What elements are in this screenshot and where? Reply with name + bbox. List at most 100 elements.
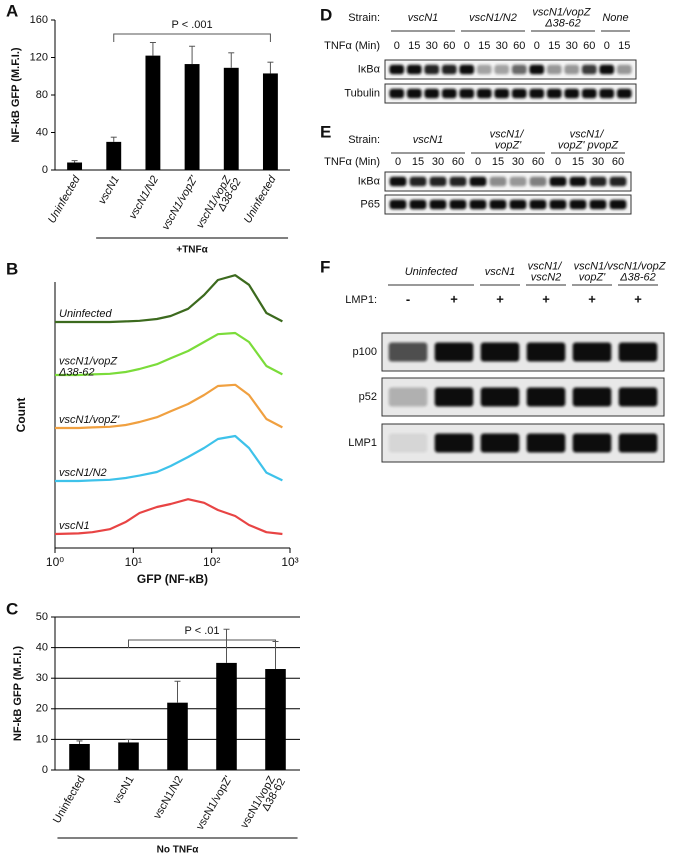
band	[572, 342, 612, 362]
lane-value: 0	[534, 40, 540, 52]
band	[564, 64, 580, 75]
lane-value: +	[634, 291, 642, 306]
band	[494, 88, 510, 99]
y-axis-label: NF-kB GFP (M.F.I.)	[10, 47, 22, 142]
strain-name: vscN1/ vopZ'	[490, 128, 527, 151]
y-tick-label: 160	[30, 14, 48, 26]
band	[616, 88, 632, 99]
band	[526, 342, 566, 362]
band	[618, 433, 658, 453]
blot-frame	[381, 377, 665, 417]
x-tick-label: vscN1/N2	[127, 174, 161, 221]
blot-frame	[381, 423, 665, 463]
histogram-curve	[55, 434, 283, 483]
lane-value: +	[542, 291, 550, 306]
strain-name: vscN1/ vopZ' pvopZ	[558, 128, 619, 151]
lane-value: 0	[604, 40, 610, 52]
histogram-curve	[55, 383, 283, 430]
y-tick-label: 120	[30, 51, 48, 63]
x-tick-label: 10²	[203, 555, 220, 569]
band	[511, 64, 527, 75]
lane-value: -	[406, 291, 410, 306]
band	[589, 176, 607, 187]
lane-value: 0	[394, 40, 400, 52]
strain-name: vscN1/ vopZ'	[574, 260, 611, 283]
band	[469, 176, 487, 187]
histogram-curve	[54, 498, 283, 536]
lane-value: 60	[443, 40, 455, 52]
lane-value: 15	[572, 156, 584, 168]
band	[389, 64, 405, 75]
histogram-curve	[55, 274, 283, 324]
y-tick-label: 80	[36, 89, 48, 101]
x-tick-label: 10³	[281, 555, 298, 569]
x-tick-label: Uninfected	[46, 173, 83, 225]
lane-value: 60	[583, 40, 595, 52]
band	[476, 64, 492, 75]
band	[511, 88, 527, 99]
row-label: p52	[359, 391, 377, 403]
strain-name: vscN1/vopZ Δ38-62	[532, 6, 593, 29]
lane-label: TNFα (Min)	[324, 40, 380, 52]
band	[546, 88, 562, 99]
lane-value: 0	[395, 156, 401, 168]
band	[529, 88, 545, 99]
band	[564, 88, 580, 99]
band	[480, 387, 520, 407]
y-tick-label: 0	[42, 764, 48, 776]
band	[424, 64, 440, 75]
bracket	[128, 639, 276, 648]
blot-frame	[384, 59, 637, 80]
bar	[223, 67, 239, 170]
band	[618, 342, 658, 362]
annotation: P < .01	[185, 625, 220, 637]
band	[469, 199, 487, 210]
group-label: No TNFα	[157, 845, 200, 856]
panel-letter: C	[6, 599, 18, 618]
band	[441, 64, 457, 75]
y-tick-label: 40	[36, 642, 48, 654]
series-label: vscN1	[59, 520, 90, 532]
band	[494, 64, 510, 75]
band	[429, 199, 447, 210]
band	[441, 88, 457, 99]
lane-value: 0	[555, 156, 561, 168]
lane-value: 0	[475, 156, 481, 168]
x-tick-label: Uninfected	[242, 173, 279, 225]
strain-label: Strain:	[348, 134, 380, 146]
panel-letter: E	[320, 122, 331, 141]
band	[509, 176, 527, 187]
bar	[145, 55, 161, 170]
lane-value: 15	[618, 40, 630, 52]
bar	[216, 662, 237, 770]
lane-value: 30	[496, 40, 508, 52]
bar	[69, 743, 90, 770]
series-label: vscN1/N2	[59, 467, 107, 479]
band	[409, 199, 427, 210]
band	[526, 433, 566, 453]
band	[388, 433, 428, 453]
strain-name: vscN1/vopZ Δ38-62	[607, 260, 668, 283]
band	[599, 88, 615, 99]
lane-value: 30	[566, 40, 578, 52]
band	[480, 342, 520, 362]
lane-value: 60	[452, 156, 464, 168]
row-label: P65	[360, 198, 380, 210]
lane-value: 30	[512, 156, 524, 168]
band	[581, 64, 597, 75]
lane-value: 60	[513, 40, 525, 52]
blot-frame	[384, 83, 637, 104]
y-tick-label: 20	[36, 703, 48, 715]
y-axis-label: NF-kB GFP (M.F.I.)	[12, 646, 24, 741]
band	[388, 387, 428, 407]
panel-letter: F	[320, 257, 330, 276]
row-label: IκBα	[358, 175, 381, 187]
band	[389, 199, 407, 210]
band	[434, 433, 474, 453]
lane-value: 15	[548, 40, 560, 52]
band	[589, 199, 607, 210]
x-tick-label: vscN1/vopZ Δ38-62	[194, 171, 244, 235]
lane-value: 15	[408, 40, 420, 52]
band	[434, 387, 474, 407]
